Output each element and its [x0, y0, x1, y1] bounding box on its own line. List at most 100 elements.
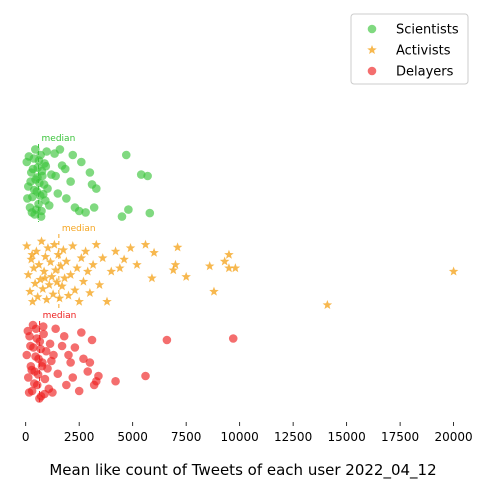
- data-point: [36, 236, 47, 246]
- data-point: [40, 389, 49, 399]
- data-point: [117, 212, 127, 221]
- data-point: [97, 253, 108, 263]
- data-point: [39, 180, 49, 189]
- data-point: [43, 243, 53, 253]
- data-point: [33, 173, 42, 182]
- x-tick-label: 10000: [221, 430, 259, 444]
- series-scientists: median: [22, 134, 155, 222]
- data-point: [181, 271, 191, 281]
- data-point: [63, 290, 74, 300]
- data-point: [74, 296, 84, 306]
- data-point: [49, 350, 58, 360]
- data-point: [143, 171, 152, 181]
- data-point: [94, 371, 103, 381]
- x-tick-label: 7500: [171, 430, 202, 444]
- data-point: [119, 254, 129, 264]
- data-point: [25, 286, 35, 296]
- data-point: [448, 266, 459, 276]
- data-point: [94, 279, 105, 289]
- data-point: [36, 344, 45, 354]
- data-point: [33, 370, 43, 379]
- data-point: [39, 266, 49, 276]
- data-point: [68, 241, 78, 251]
- legend-frame: [350, 13, 469, 85]
- data-point: [79, 354, 88, 364]
- data-point: [209, 286, 219, 296]
- data-point: [32, 205, 41, 214]
- data-point: [24, 152, 34, 161]
- data-point: [72, 263, 82, 273]
- x-tick-label: 17500: [381, 430, 419, 444]
- x-tick-label: 0: [22, 430, 30, 444]
- data-point: [40, 374, 50, 384]
- data-point: [89, 380, 99, 390]
- data-point: [66, 358, 75, 367]
- data-point: [65, 269, 76, 279]
- data-point: [45, 339, 55, 349]
- data-point: [136, 170, 146, 179]
- data-point: [85, 168, 95, 177]
- data-point: [31, 145, 40, 154]
- data-point: [125, 243, 136, 253]
- x-axis-label: Mean like count of Tweets of each user 2…: [49, 461, 436, 480]
- data-point: [172, 242, 183, 252]
- data-point: [53, 369, 63, 379]
- data-point: [28, 320, 38, 330]
- data-point: [32, 291, 43, 302]
- data-point: [147, 273, 157, 283]
- data-point: [60, 164, 70, 174]
- data-point: [110, 246, 121, 256]
- legend-marker: [367, 45, 377, 55]
- data-point: [204, 261, 215, 271]
- legend-label: Scientists: [396, 23, 459, 38]
- data-point: [57, 281, 67, 291]
- data-point: [22, 241, 32, 251]
- data-point: [322, 300, 333, 310]
- data-point: [44, 279, 54, 289]
- data-point: [168, 265, 179, 275]
- data-point: [92, 184, 101, 193]
- data-point: [38, 283, 48, 293]
- median-label: median: [43, 311, 77, 321]
- data-point: [35, 191, 45, 200]
- legend-item-delayers: Delayers: [367, 65, 454, 80]
- x-tick-label: 20000: [435, 430, 473, 444]
- data-point: [68, 373, 78, 382]
- data-point: [77, 328, 86, 337]
- x-tick-label: 15000: [328, 430, 366, 444]
- data-point: [23, 326, 33, 336]
- data-point: [31, 246, 42, 256]
- legend-item-scientists: Scientists: [367, 23, 459, 38]
- series-activists: median: [22, 224, 459, 310]
- data-point: [53, 189, 63, 198]
- data-point: [44, 201, 54, 210]
- x-axis: 0 2500 5000 7500 10000 12500 15000 17500 20000: [22, 422, 473, 444]
- data-point: [41, 161, 51, 171]
- data-point: [37, 361, 47, 371]
- data-point: [81, 208, 90, 217]
- data-point: [141, 371, 150, 381]
- data-point: [31, 352, 40, 361]
- data-point: [121, 150, 131, 160]
- data-point: [28, 164, 38, 174]
- data-point: [132, 259, 142, 269]
- data-point: [66, 177, 75, 186]
- data-point: [149, 247, 159, 257]
- data-point: [59, 331, 69, 341]
- data-point: [76, 253, 87, 263]
- data-point: [106, 266, 117, 276]
- data-point: [49, 239, 60, 249]
- x-tick-label: 5000: [117, 430, 148, 444]
- data-point: [68, 150, 78, 160]
- x-tick-label: 12500: [274, 430, 312, 444]
- data-point: [61, 256, 72, 266]
- data-point: [59, 273, 70, 283]
- data-point: [89, 203, 99, 212]
- data-point: [34, 259, 44, 269]
- data-point: [170, 259, 181, 269]
- data-point: [51, 324, 60, 334]
- data-point: [87, 335, 97, 345]
- data-point: [45, 257, 56, 267]
- data-point: [51, 171, 60, 181]
